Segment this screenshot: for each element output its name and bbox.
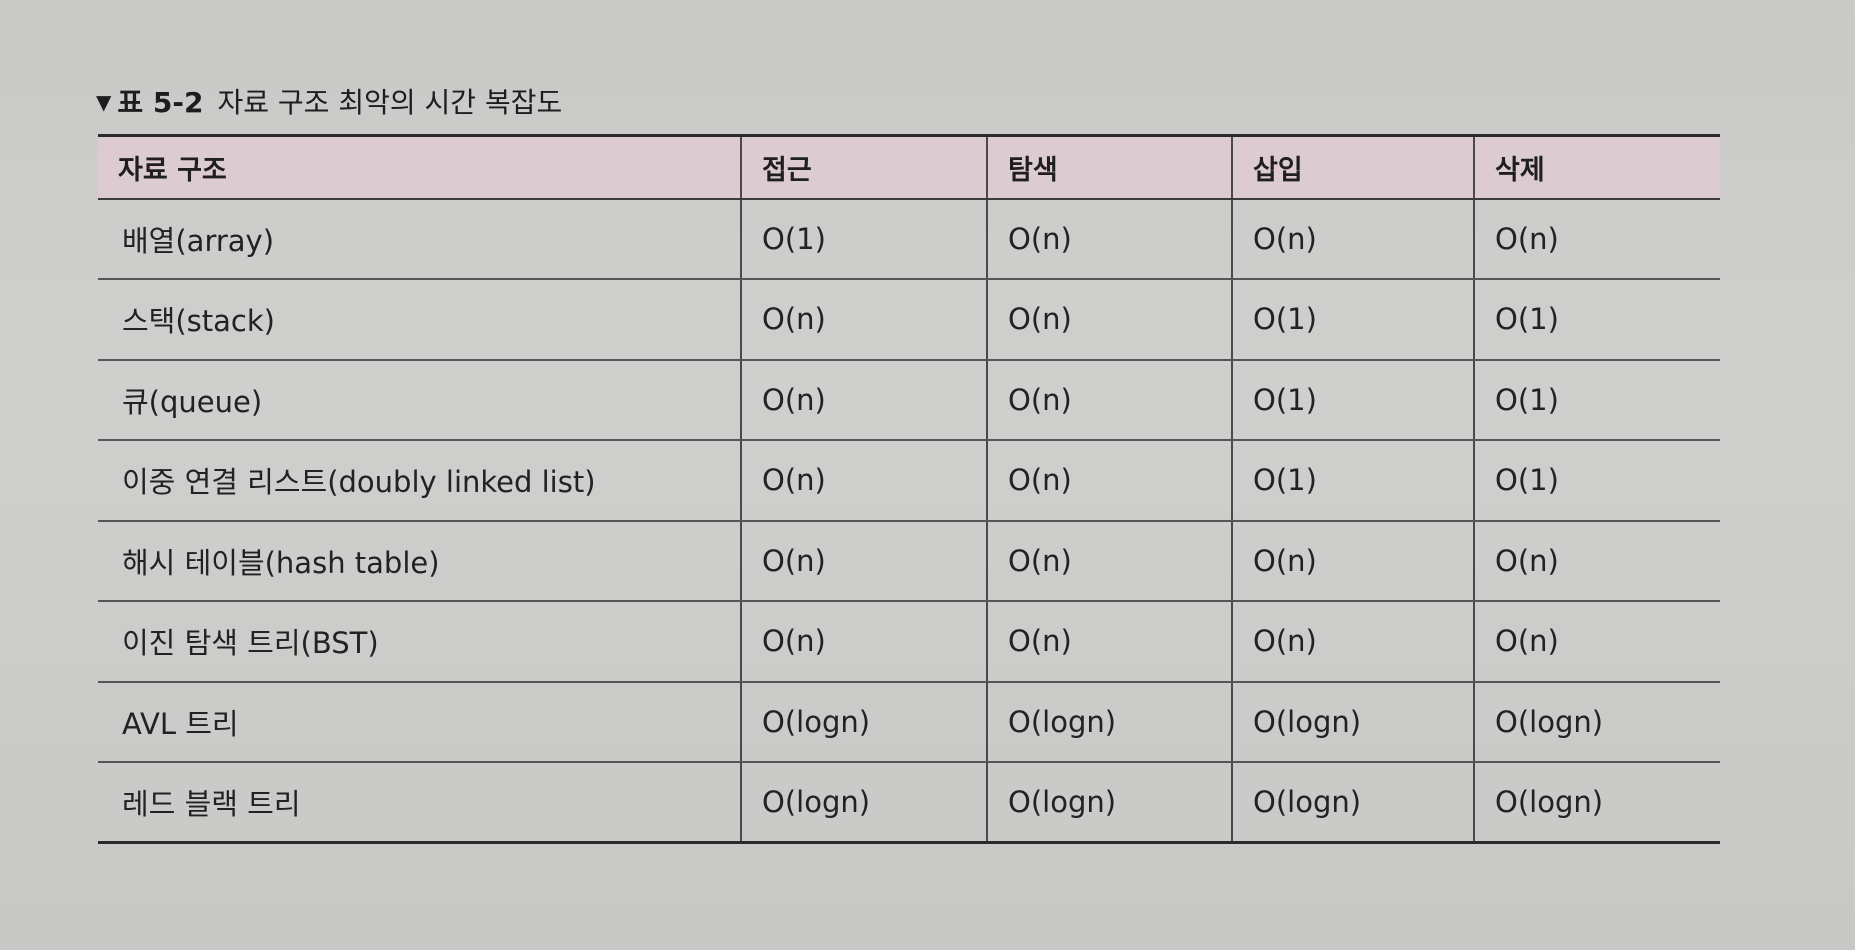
cell-search: O(n)	[986, 198, 1232, 280]
header-delete: 삭제	[1473, 135, 1720, 200]
cell-search: O(n)	[986, 359, 1232, 441]
table-header-row: 자료 구조 접근 탐색 삽입 삭제	[98, 135, 1720, 200]
cell-delete: O(n)	[1473, 601, 1720, 683]
cell-access: O(n)	[740, 440, 987, 522]
table-row: AVL 트리 O(logn) O(logn) O(logn) O(logn)	[98, 681, 1720, 763]
cell-structure-name: 스택(stack)	[98, 279, 741, 361]
cell-structure-name: 큐(queue)	[98, 359, 741, 441]
cell-insert: O(1)	[1231, 279, 1474, 361]
cell-insert: O(logn)	[1231, 762, 1474, 844]
table-row: 해시 테이블(hash table) O(n) O(n) O(n) O(n)	[98, 520, 1720, 602]
cell-search: O(n)	[986, 601, 1232, 683]
cell-delete: O(logn)	[1473, 681, 1720, 763]
cell-access: O(n)	[740, 279, 987, 361]
header-search: 탐색	[986, 135, 1232, 200]
cell-delete: O(logn)	[1473, 762, 1720, 844]
cell-insert: O(1)	[1231, 440, 1474, 522]
cell-search: O(logn)	[986, 681, 1232, 763]
cell-delete: O(1)	[1473, 359, 1720, 441]
cell-delete: O(n)	[1473, 198, 1720, 280]
header-access: 접근	[740, 135, 987, 200]
cell-access: O(logn)	[740, 681, 987, 763]
table-row: 레드 블랙 트리 O(logn) O(logn) O(logn) O(logn)	[98, 762, 1720, 844]
cell-insert: O(1)	[1231, 359, 1474, 441]
cell-structure-name: 해시 테이블(hash table)	[98, 520, 741, 602]
cell-insert: O(n)	[1231, 601, 1474, 683]
cell-structure-name: AVL 트리	[98, 681, 741, 763]
cell-search: O(n)	[986, 440, 1232, 522]
table-row: 이중 연결 리스트(doubly linked list) O(n) O(n) …	[98, 440, 1720, 522]
cell-insert: O(logn)	[1231, 681, 1474, 763]
header-insert: 삽입	[1231, 135, 1474, 200]
table-number: 표 5-2	[117, 86, 204, 119]
cell-structure-name: 레드 블랙 트리	[98, 762, 741, 844]
table-row: 스택(stack) O(n) O(n) O(1) O(1)	[98, 279, 1720, 361]
cell-structure-name: 배열(array)	[98, 198, 741, 280]
cell-delete: O(n)	[1473, 520, 1720, 602]
cell-insert: O(n)	[1231, 198, 1474, 280]
table-title: 자료 구조 최악의 시간 복잡도	[217, 86, 563, 119]
cell-structure-name: 이중 연결 리스트(doubly linked list)	[98, 440, 741, 522]
cell-delete: O(1)	[1473, 279, 1720, 361]
cell-access: O(n)	[740, 601, 987, 683]
cell-delete: O(1)	[1473, 440, 1720, 522]
table-caption: ▼ 표 5-2 자료 구조 최악의 시간 복잡도	[96, 84, 562, 121]
cell-access: O(1)	[740, 198, 987, 280]
cell-access: O(n)	[740, 359, 987, 441]
table-row: 이진 탐색 트리(BST) O(n) O(n) O(n) O(n)	[98, 601, 1720, 683]
cell-insert: O(n)	[1231, 520, 1474, 602]
cell-search: O(n)	[986, 520, 1232, 602]
header-data-structure: 자료 구조	[98, 135, 741, 200]
cell-search: O(logn)	[986, 762, 1232, 844]
table-row: 배열(array) O(1) O(n) O(n) O(n)	[98, 198, 1720, 280]
complexity-table: 자료 구조 접근 탐색 삽입 삭제 배열(array) O(1) O(n) O(…	[98, 134, 1720, 844]
table-row: 큐(queue) O(n) O(n) O(1) O(1)	[98, 359, 1720, 441]
caption-triangle-icon: ▼	[96, 90, 112, 114]
cell-structure-name: 이진 탐색 트리(BST)	[98, 601, 741, 683]
cell-access: O(logn)	[740, 762, 987, 844]
cell-access: O(n)	[740, 520, 987, 602]
cell-search: O(n)	[986, 279, 1232, 361]
